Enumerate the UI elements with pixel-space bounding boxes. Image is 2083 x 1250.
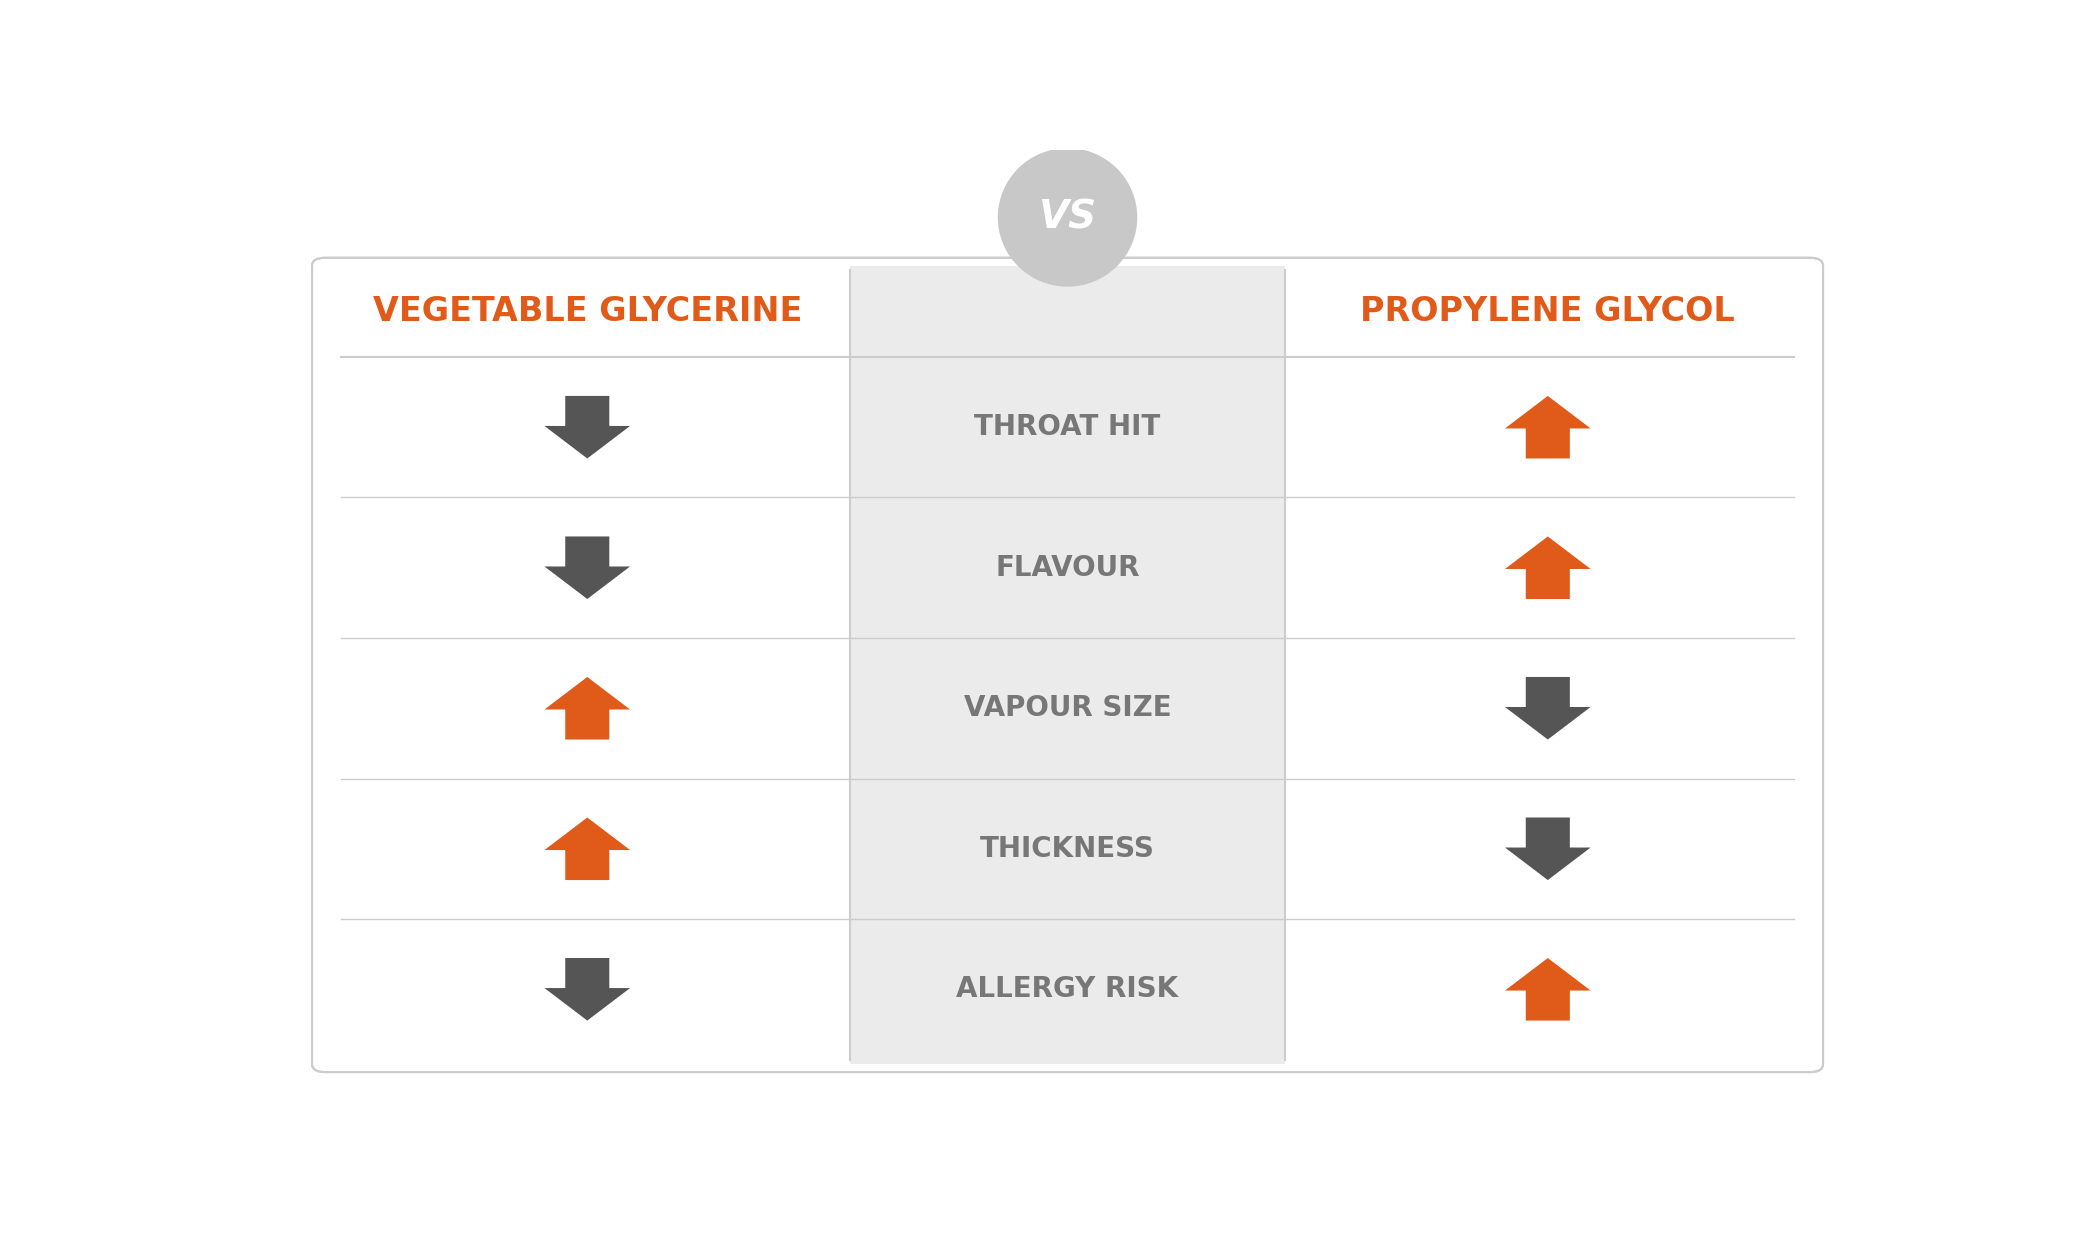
Text: ALLERGY RISK: ALLERGY RISK	[956, 975, 1179, 1004]
Polygon shape	[1506, 678, 1591, 740]
Polygon shape	[1506, 958, 1591, 1020]
Polygon shape	[1506, 396, 1591, 459]
Bar	[850, 265, 1285, 1065]
Bar	[1285, 265, 1810, 1065]
Polygon shape	[544, 818, 629, 880]
Text: VEGETABLE GLYCERINE: VEGETABLE GLYCERINE	[373, 295, 802, 328]
Polygon shape	[544, 536, 629, 599]
Polygon shape	[544, 396, 629, 459]
Text: VAPOUR SIZE: VAPOUR SIZE	[964, 694, 1171, 722]
Polygon shape	[544, 958, 629, 1020]
Polygon shape	[1506, 818, 1591, 880]
Bar	[325, 265, 850, 1065]
Text: THICKNESS: THICKNESS	[981, 835, 1154, 862]
Text: THROAT HIT: THROAT HIT	[975, 414, 1160, 441]
Text: VS: VS	[1039, 199, 1096, 236]
Polygon shape	[544, 678, 629, 740]
Text: PROPYLENE GLYCOL: PROPYLENE GLYCOL	[1360, 295, 1735, 328]
Polygon shape	[1506, 536, 1591, 599]
Ellipse shape	[998, 148, 1137, 286]
Text: FLAVOUR: FLAVOUR	[996, 554, 1139, 581]
